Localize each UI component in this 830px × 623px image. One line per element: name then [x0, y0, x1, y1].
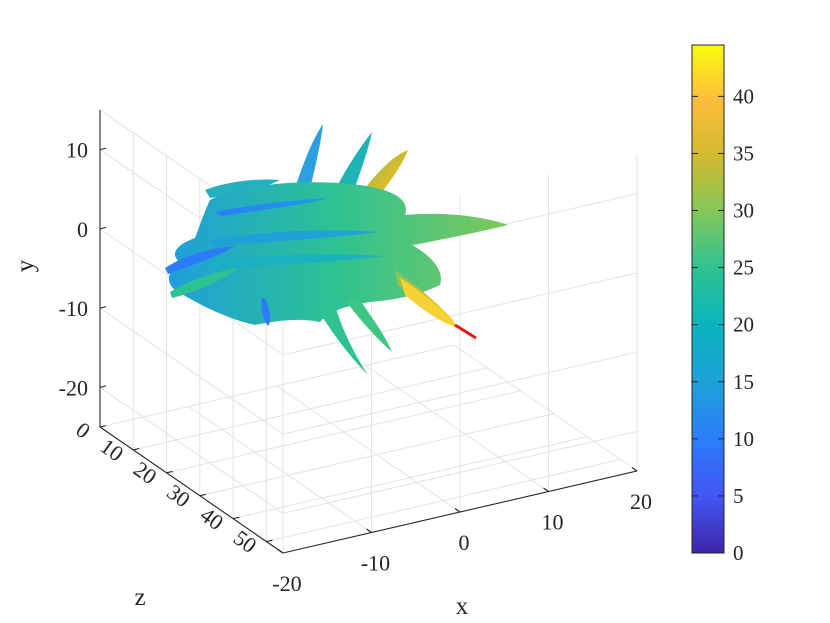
y-tick-label: 10 — [66, 138, 88, 163]
surface-lobe — [165, 246, 235, 274]
x-tick-mark — [631, 467, 638, 472]
z-tick-mark — [166, 470, 173, 474]
z-tick-label: 20 — [129, 456, 161, 489]
colorbar-gradient — [691, 44, 725, 554]
x-tick-label: 10 — [542, 510, 564, 535]
surface-body — [168, 182, 508, 325]
colorbar-tick-label: 15 — [733, 370, 754, 394]
surface-lobe — [261, 298, 271, 326]
grid-line — [199, 413, 554, 497]
z-tick-label: 0 — [71, 417, 95, 444]
x-tick-mark — [366, 528, 372, 533]
grid-line — [99, 344, 455, 428]
colorbar-tick-label: 0 — [733, 541, 744, 565]
grid-line — [99, 307, 284, 435]
colorbar-tick-label: 30 — [733, 199, 754, 223]
z-tick-mark — [99, 425, 107, 428]
z-axis-label: z — [134, 584, 145, 611]
surface-lobe — [315, 305, 368, 375]
radiation-surface — [165, 124, 508, 375]
x-tick-label: 0 — [459, 530, 470, 555]
grid-line — [188, 406, 372, 533]
surface-lobe — [170, 268, 238, 298]
surface-band — [215, 198, 330, 216]
y-axis-label: y — [12, 259, 39, 272]
z-tick-label: 40 — [196, 502, 228, 535]
surface-lobe — [205, 179, 280, 198]
colorbar-tick-label: 10 — [733, 427, 754, 451]
y-tick-mark — [99, 147, 107, 151]
grid-line — [276, 385, 461, 513]
axes-box — [99, 110, 638, 554]
z-tick-label: 10 — [96, 433, 128, 466]
y-axis-ticks: 10 0 -10 -20 — [59, 138, 88, 401]
z-tick-mark — [133, 447, 140, 451]
grid-line — [266, 459, 621, 543]
x-tick-mark — [277, 549, 284, 554]
x-axis-ticks: -20 -10 0 10 20 — [272, 489, 652, 596]
colorbar-tick-label: 20 — [733, 313, 754, 337]
colorbar-tick-label: 35 — [733, 141, 754, 165]
z-tick-mark — [199, 493, 206, 497]
x-tick-mark — [543, 487, 549, 492]
z-tick-mark — [232, 516, 240, 520]
reference-line — [454, 323, 477, 340]
z-tick-label: 30 — [162, 479, 194, 512]
x-tick-mark — [454, 508, 461, 513]
grid-line — [99, 386, 284, 514]
y-tick-mark — [99, 385, 107, 388]
grid-line — [365, 365, 549, 492]
grid-line — [166, 390, 521, 474]
x-tick-label: 20 — [630, 489, 652, 514]
grid-line — [232, 436, 588, 520]
colorbar-tick-label: 5 — [733, 484, 744, 508]
colorbar-ticks: 0 5 10 15 20 25 30 35 40 — [692, 84, 754, 565]
z-tick-label: 50 — [229, 525, 261, 558]
x-tick-label: -10 — [361, 551, 390, 576]
colorbar: 0 5 10 15 20 25 30 35 40 — [691, 44, 754, 565]
surface-band — [210, 230, 380, 246]
x-tick-label: -20 — [272, 571, 301, 596]
grid-line — [453, 344, 638, 472]
y-tick-mark — [99, 226, 107, 230]
y-tick-label: -20 — [59, 375, 88, 400]
colorbar-tick-label: 25 — [733, 256, 754, 280]
x-axis-label: x — [456, 593, 469, 620]
y-tick-label: -10 — [59, 296, 88, 321]
surface-lobe — [400, 278, 460, 328]
y-tick-label: 0 — [77, 217, 88, 242]
x-axis-line — [282, 470, 638, 554]
grid-line — [133, 367, 488, 451]
grid-line — [282, 351, 638, 435]
surface-lobe — [345, 300, 392, 352]
colorbar-tick-label: 40 — [733, 84, 754, 108]
grid-line — [282, 430, 638, 514]
z-axis-line — [99, 426, 284, 554]
y-tick-mark — [99, 306, 107, 309]
surface-band — [208, 254, 385, 268]
z-tick-mark — [266, 539, 273, 543]
